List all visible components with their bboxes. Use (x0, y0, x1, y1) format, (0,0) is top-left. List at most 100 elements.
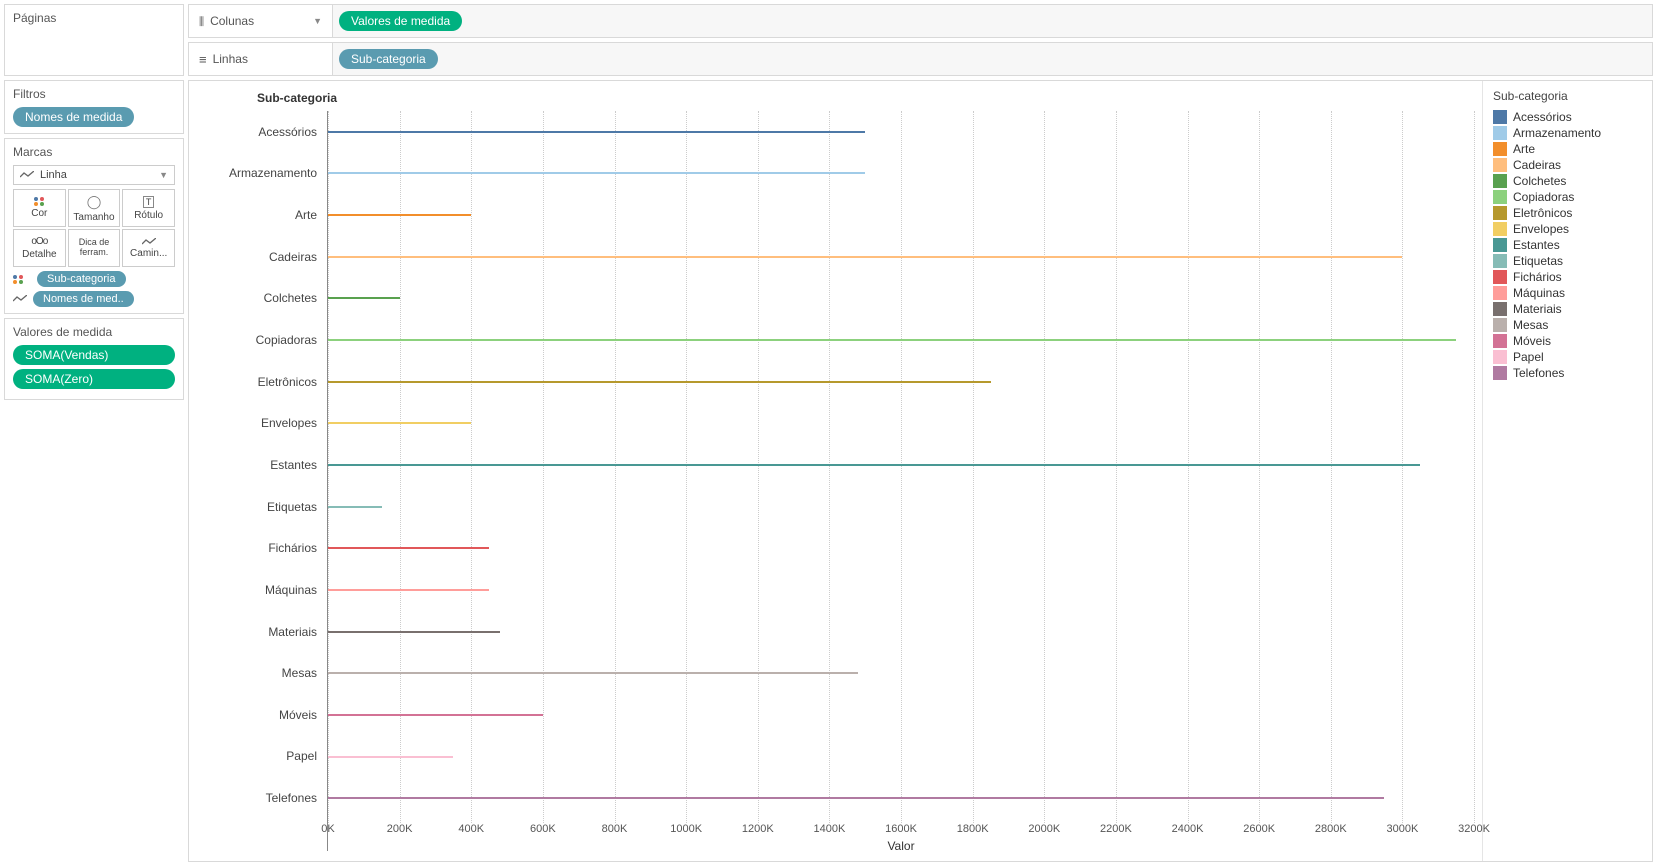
chart-line[interactable] (328, 672, 858, 674)
legend-label: Armazenamento (1513, 126, 1601, 140)
measure-value-pill[interactable]: SOMA(Vendas) (13, 345, 175, 365)
chart-line[interactable] (328, 339, 1456, 341)
visualization-area: Sub-categoria AcessóriosArmazenamentoArt… (188, 80, 1653, 862)
x-tick-label: 1400K (813, 823, 845, 835)
marks-color-label: Cor (31, 208, 47, 219)
marks-color-button[interactable]: Cor (13, 189, 66, 227)
columns-shelf-content[interactable]: Valores de medida (333, 5, 1652, 37)
legend-item[interactable]: Colchetes (1493, 173, 1642, 189)
legend-swatch (1493, 110, 1507, 124)
chart-line[interactable] (328, 131, 865, 133)
x-axis-title: Valor (887, 839, 914, 853)
columns-shelf-label: Colunas ▼ (189, 5, 333, 37)
measure-values-title: Valores de medida (13, 325, 175, 339)
marks-tooltip-button[interactable]: Dica de ferram. (68, 229, 121, 267)
chart-line[interactable] (328, 714, 543, 716)
rows-shelf[interactable]: Linhas Sub-categoria (188, 42, 1653, 76)
color-icon (13, 275, 31, 284)
rows-shelf-content[interactable]: Sub-categoria (333, 43, 1652, 75)
legend-item[interactable]: Estantes (1493, 237, 1642, 253)
chart-line[interactable] (328, 631, 500, 633)
marks-title: Marcas (13, 145, 175, 159)
legend-label: Estantes (1513, 238, 1560, 252)
gridline (686, 111, 687, 823)
chart-line[interactable] (328, 589, 489, 591)
legend-label: Fichários (1513, 270, 1562, 284)
assign-color-pill[interactable]: Sub-categoria (37, 271, 126, 287)
chart-line[interactable] (328, 256, 1402, 258)
marks-size-button[interactable]: ◯ Tamanho (68, 189, 121, 227)
x-tick-label: 2800K (1315, 823, 1347, 835)
legend-item[interactable]: Copiadoras (1493, 189, 1642, 205)
legend-swatch (1493, 302, 1507, 316)
x-tick-label: 0K (321, 823, 334, 835)
marks-path-button[interactable]: Camin... (122, 229, 175, 267)
legend-swatch (1493, 158, 1507, 172)
legend-label: Colchetes (1513, 174, 1566, 188)
y-axis-label: Móveis (197, 694, 327, 736)
legend-item[interactable]: Mesas (1493, 317, 1642, 333)
legend-item[interactable]: Móveis (1493, 333, 1642, 349)
rows-icon (199, 52, 207, 67)
legend-item[interactable]: Fichários (1493, 269, 1642, 285)
legend-swatch (1493, 366, 1507, 380)
gridline (471, 111, 472, 823)
marks-assign-path[interactable]: Nomes de med.. (13, 291, 175, 307)
chart-line[interactable] (328, 422, 471, 424)
legend-item[interactable]: Acessórios (1493, 109, 1642, 125)
legend-item[interactable]: Arte (1493, 141, 1642, 157)
chart-line[interactable] (328, 756, 453, 758)
legend-item[interactable]: Armazenamento (1493, 125, 1642, 141)
columns-pill-valores[interactable]: Valores de medida (339, 11, 462, 31)
legend-item[interactable]: Envelopes (1493, 221, 1642, 237)
legend-swatch (1493, 190, 1507, 204)
chart-line[interactable] (328, 506, 382, 508)
legend-label: Papel (1513, 350, 1544, 364)
legend-item[interactable]: Cadeiras (1493, 157, 1642, 173)
chart-line[interactable] (328, 797, 1384, 799)
chart-line[interactable] (328, 172, 865, 174)
marks-assign-color[interactable]: Sub-categoria (13, 271, 175, 287)
chart-plot[interactable]: 0K200K400K600K800K1000K1200K1400K1600K18… (327, 111, 1474, 851)
legend-swatch (1493, 254, 1507, 268)
legend-item[interactable]: Materiais (1493, 301, 1642, 317)
x-axis: 0K200K400K600K800K1000K1200K1400K1600K18… (328, 823, 1474, 837)
legend-swatch (1493, 142, 1507, 156)
rows-label-text: Linhas (213, 52, 248, 66)
chart-line[interactable] (328, 547, 489, 549)
marks-type-dropdown[interactable]: Linha ▼ (13, 165, 175, 185)
marks-label-button[interactable]: T Rótulo (122, 189, 175, 227)
y-axis-labels: AcessóriosArmazenamentoArteCadeirasColch… (197, 111, 327, 851)
filter-pill-nomes[interactable]: Nomes de medida (13, 107, 134, 127)
x-tick-label: 3200K (1458, 823, 1490, 835)
legend-item[interactable]: Telefones (1493, 365, 1642, 381)
y-axis-label: Etiquetas (197, 486, 327, 528)
y-axis-label: Eletrônicos (197, 361, 327, 403)
chart-line[interactable] (328, 297, 400, 299)
columns-shelf[interactable]: Colunas ▼ Valores de medida (188, 4, 1653, 38)
chart-line[interactable] (328, 464, 1420, 466)
chevron-down-icon[interactable]: ▼ (313, 16, 322, 26)
assign-path-pill[interactable]: Nomes de med.. (33, 291, 134, 307)
y-axis-label: Envelopes (197, 402, 327, 444)
x-tick-label: 3000K (1386, 823, 1418, 835)
chart-line[interactable] (328, 381, 991, 383)
chart-line[interactable] (328, 214, 471, 216)
legend-item[interactable]: Etiquetas (1493, 253, 1642, 269)
path-icon (13, 295, 27, 303)
legend-item[interactable]: Máquinas (1493, 285, 1642, 301)
gridline (543, 111, 544, 823)
x-tick-label: 2000K (1028, 823, 1060, 835)
gridline (1474, 111, 1475, 823)
gridline (400, 111, 401, 823)
marks-detail-button[interactable]: oOo Detalhe (13, 229, 66, 267)
gridline (1188, 111, 1189, 823)
rows-pill-subcat[interactable]: Sub-categoria (339, 49, 438, 69)
measure-values-panel: Valores de medida SOMA(Vendas) SOMA(Zero) (4, 318, 184, 400)
legend-item[interactable]: Eletrônicos (1493, 205, 1642, 221)
y-axis-label: Estantes (197, 444, 327, 486)
legend-item[interactable]: Papel (1493, 349, 1642, 365)
gridline (829, 111, 830, 823)
y-axis-label: Telefones (197, 777, 327, 819)
measure-value-pill[interactable]: SOMA(Zero) (13, 369, 175, 389)
